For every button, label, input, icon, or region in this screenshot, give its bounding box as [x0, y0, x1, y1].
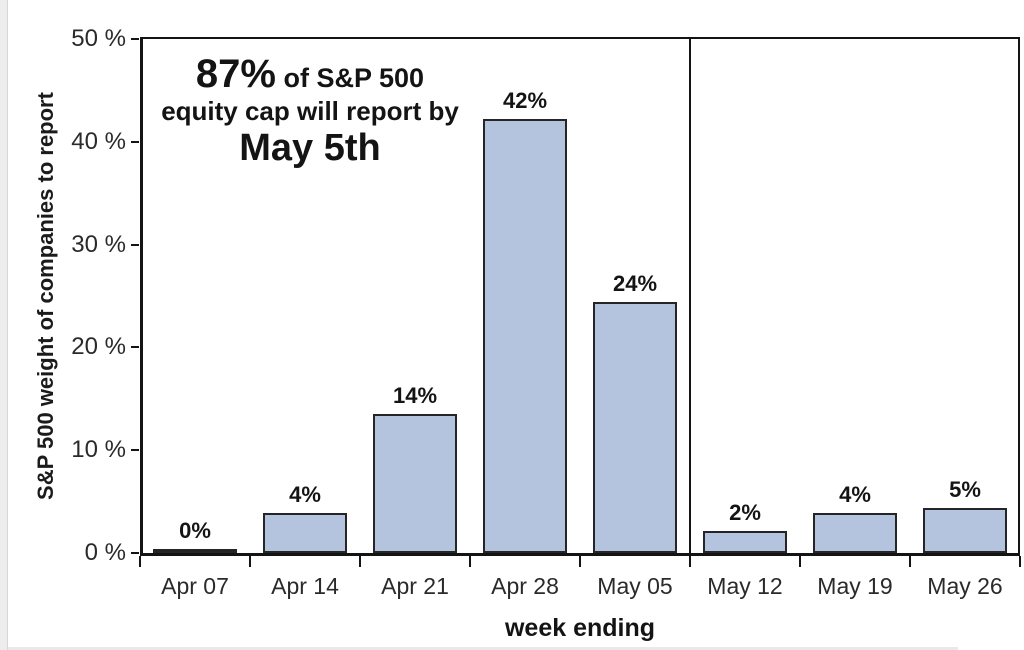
y-tick	[131, 243, 139, 246]
plot-area	[140, 37, 1020, 556]
annotation-line3: May 5th	[239, 126, 381, 169]
annotation-line1-rest: of S&P 500	[275, 63, 425, 93]
y-tick-label: 30 %	[71, 230, 126, 258]
x-tick-label-apr-28: Apr 28	[491, 573, 559, 599]
x-tick-label-may-19: May 19	[817, 573, 893, 599]
bar-may-12	[703, 531, 787, 553]
x-tick	[139, 556, 141, 567]
x-tick-label-apr-21: Apr 21	[381, 573, 449, 599]
bar-apr-28	[483, 119, 567, 553]
y-tick-label: 50 %	[71, 25, 126, 52]
bar-value-label: 14%	[392, 383, 438, 408]
y-tick-label: 0 %	[84, 539, 126, 566]
annotation: 87% of S&P 500 equity cap will report by…	[150, 52, 470, 169]
y-tick	[131, 38, 139, 40]
annotation-line1: 87% of S&P 500	[150, 52, 470, 97]
page-bottom-edge	[8, 647, 958, 650]
divider-line	[689, 39, 691, 553]
bar-value-label: 24%	[612, 271, 658, 296]
x-tick	[689, 556, 691, 567]
bar-value-label: 4%	[839, 482, 871, 507]
bar-apr-07	[153, 549, 237, 553]
x-tick	[249, 556, 251, 567]
x-tick-label-may-05: May 05	[597, 573, 673, 599]
y-tick	[131, 552, 139, 554]
x-tick	[469, 556, 471, 567]
bar-apr-14	[263, 513, 347, 553]
x-tick	[1019, 556, 1021, 567]
y-tick-label: 10 %	[71, 436, 126, 464]
y-tick	[131, 140, 139, 143]
x-tick-label-apr-07: Apr 07	[161, 573, 229, 599]
bar-value-label: 2%	[729, 500, 761, 525]
x-tick	[359, 556, 361, 567]
x-tick-label-apr-14: Apr 14	[271, 573, 339, 599]
x-axis-title: week ending	[504, 614, 656, 642]
page-left-edge	[0, 0, 8, 650]
bar-value-label: 4%	[289, 482, 321, 507]
bar-value-label: 5%	[949, 477, 981, 502]
y-tick-label: 20 %	[71, 333, 126, 361]
bar-value-label: 0%	[179, 518, 211, 543]
x-tick-label-may-26: May 26	[927, 573, 1003, 599]
x-tick-label-may-12: May 12	[707, 573, 783, 599]
bar-apr-21	[373, 414, 457, 553]
bar-may-26	[923, 508, 1007, 553]
bar-may-19	[813, 513, 897, 553]
x-tick	[579, 556, 581, 567]
y-tick-label: 40 %	[71, 127, 126, 155]
y-tick	[131, 346, 139, 349]
x-tick	[909, 556, 911, 567]
bar-value-label: 42%	[502, 88, 548, 113]
bar-may-05	[593, 302, 677, 553]
annotation-line2: equity cap will report by	[161, 95, 459, 126]
y-tick	[131, 449, 139, 452]
annotation-87pct: 87%	[195, 52, 276, 96]
x-tick	[799, 556, 801, 567]
